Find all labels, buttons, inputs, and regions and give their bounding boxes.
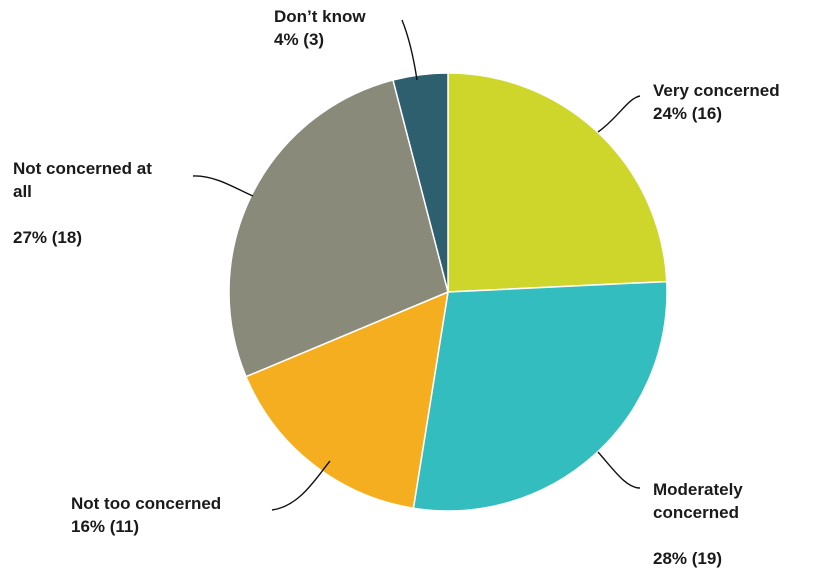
pie-slice-very-concerned <box>447 72 668 293</box>
leader-line-not-concerned-at-all <box>192 175 254 197</box>
slice-label-not-concerned-at-all: Not concerned at all 27% (18) <box>13 159 152 247</box>
slice-label-moderately-concerned: Moderately concerned 28% (19) <box>653 480 743 568</box>
slice-label-not-too-concerned: Not too concerned 16% (11) <box>71 494 221 536</box>
pie-slice-dont-know <box>392 72 449 293</box>
slice-label-very-concerned: Very concerned 24% (16) <box>653 81 780 123</box>
pie-slice-moderately-concerned <box>412 280 668 512</box>
leader-line-dont-know <box>401 19 418 81</box>
pie-slice-not-too-concerned <box>245 291 449 509</box>
leader-lines <box>192 19 641 511</box>
leader-line-very-concerned <box>597 95 641 133</box>
slice-labels: Very concerned 24% (16) Moderately concerne… <box>13 7 780 568</box>
leader-line-not-too-concerned <box>271 460 331 511</box>
leader-line-moderately-concerned <box>597 451 641 489</box>
slice-label-dont-know: Don’t know 4% (3) <box>274 7 366 49</box>
pie-slices <box>228 72 668 512</box>
